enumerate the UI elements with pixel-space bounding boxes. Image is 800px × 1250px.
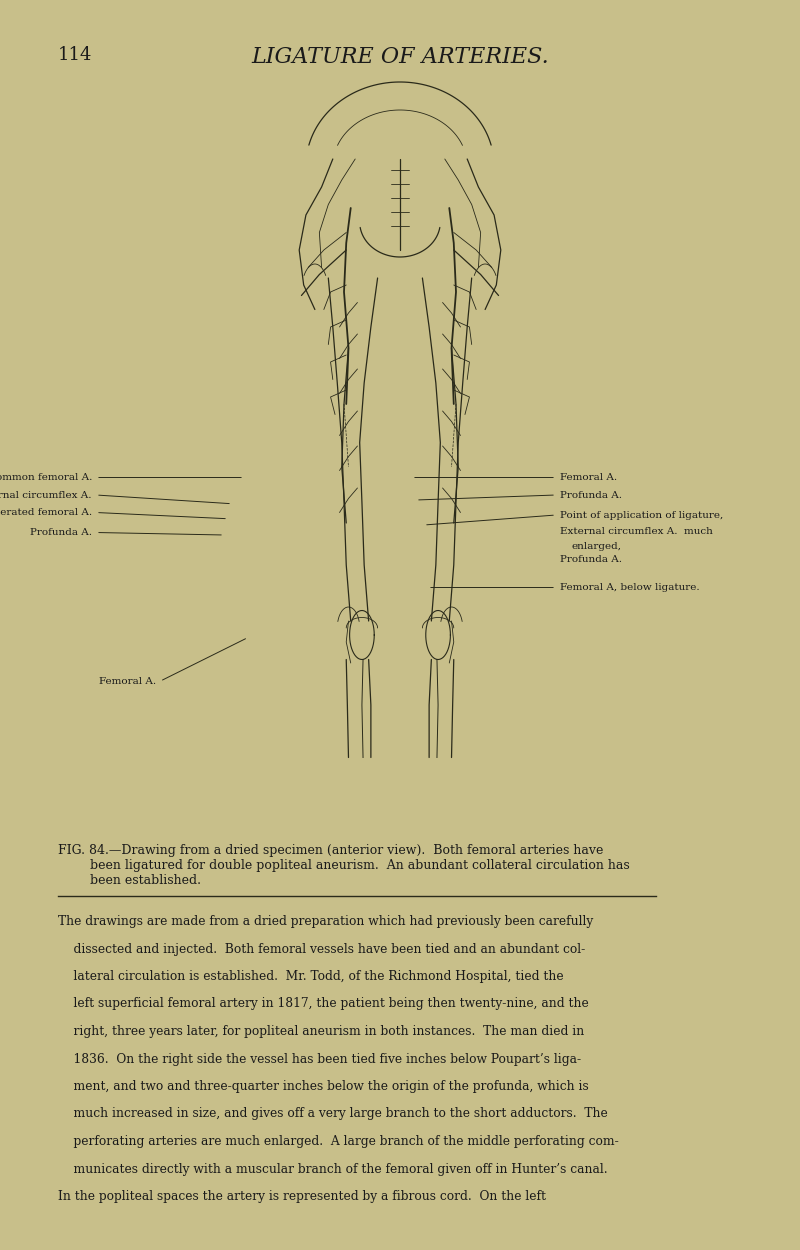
Text: lateral circulation is established.  Mr. Todd, of the Richmond Hospital, tied th: lateral circulation is established. Mr. … <box>58 970 563 982</box>
Text: Femoral A.: Femoral A. <box>560 472 617 482</box>
Text: Profunda A.: Profunda A. <box>560 490 622 500</box>
Text: Obliterated femoral A.: Obliterated femoral A. <box>0 508 92 518</box>
Text: perforating arteries are much enlarged.  A large branch of the middle perforatin: perforating arteries are much enlarged. … <box>58 1135 618 1148</box>
Text: LIGATURE OF ARTERIES.: LIGATURE OF ARTERIES. <box>251 46 549 69</box>
Text: much increased in size, and gives off a very large branch to the short adductors: much increased in size, and gives off a … <box>58 1108 607 1120</box>
Text: ment, and two and three-quarter inches below the origin of the profunda, which i: ment, and two and three-quarter inches b… <box>58 1080 588 1092</box>
Text: Profunda A.: Profunda A. <box>560 555 622 565</box>
Text: enlarged,: enlarged, <box>572 541 622 551</box>
Text: 1836.  On the right side the vessel has been tied five inches below Poupart’s li: 1836. On the right side the vessel has b… <box>58 1052 581 1065</box>
Text: External circumflex A.  much: External circumflex A. much <box>560 526 713 536</box>
Text: Femoral A, below ligature.: Femoral A, below ligature. <box>560 582 700 592</box>
Text: External circumflex A.: External circumflex A. <box>0 490 92 500</box>
Text: Femoral A.: Femoral A. <box>99 676 156 686</box>
Text: FIG. 84.—Drawing from a dried specimen (anterior view).  Both femoral arteries h: FIG. 84.—Drawing from a dried specimen (… <box>58 844 630 886</box>
Text: municates directly with a muscular branch of the femoral given off in Hunter’s c: municates directly with a muscular branc… <box>58 1162 607 1175</box>
Text: left superficial femoral artery in 1817, the patient being then twenty-nine, and: left superficial femoral artery in 1817,… <box>58 998 588 1010</box>
Text: dissected and injected.  Both femoral vessels have been tied and an abundant col: dissected and injected. Both femoral ves… <box>58 942 585 955</box>
Text: 114: 114 <box>58 46 92 64</box>
Text: right, three years later, for popliteal aneurism in both instances.  The man die: right, three years later, for popliteal … <box>58 1025 584 1038</box>
Text: Point of application of ligature,: Point of application of ligature, <box>560 510 723 520</box>
Text: The drawings are made from a dried preparation which had previously been careful: The drawings are made from a dried prepa… <box>58 915 593 928</box>
Text: Common femoral A.: Common femoral A. <box>0 472 92 482</box>
Text: In the popliteal spaces the artery is represented by a fibrous cord.  On the lef: In the popliteal spaces the artery is re… <box>58 1190 546 1202</box>
Text: Profunda A.: Profunda A. <box>30 528 92 538</box>
